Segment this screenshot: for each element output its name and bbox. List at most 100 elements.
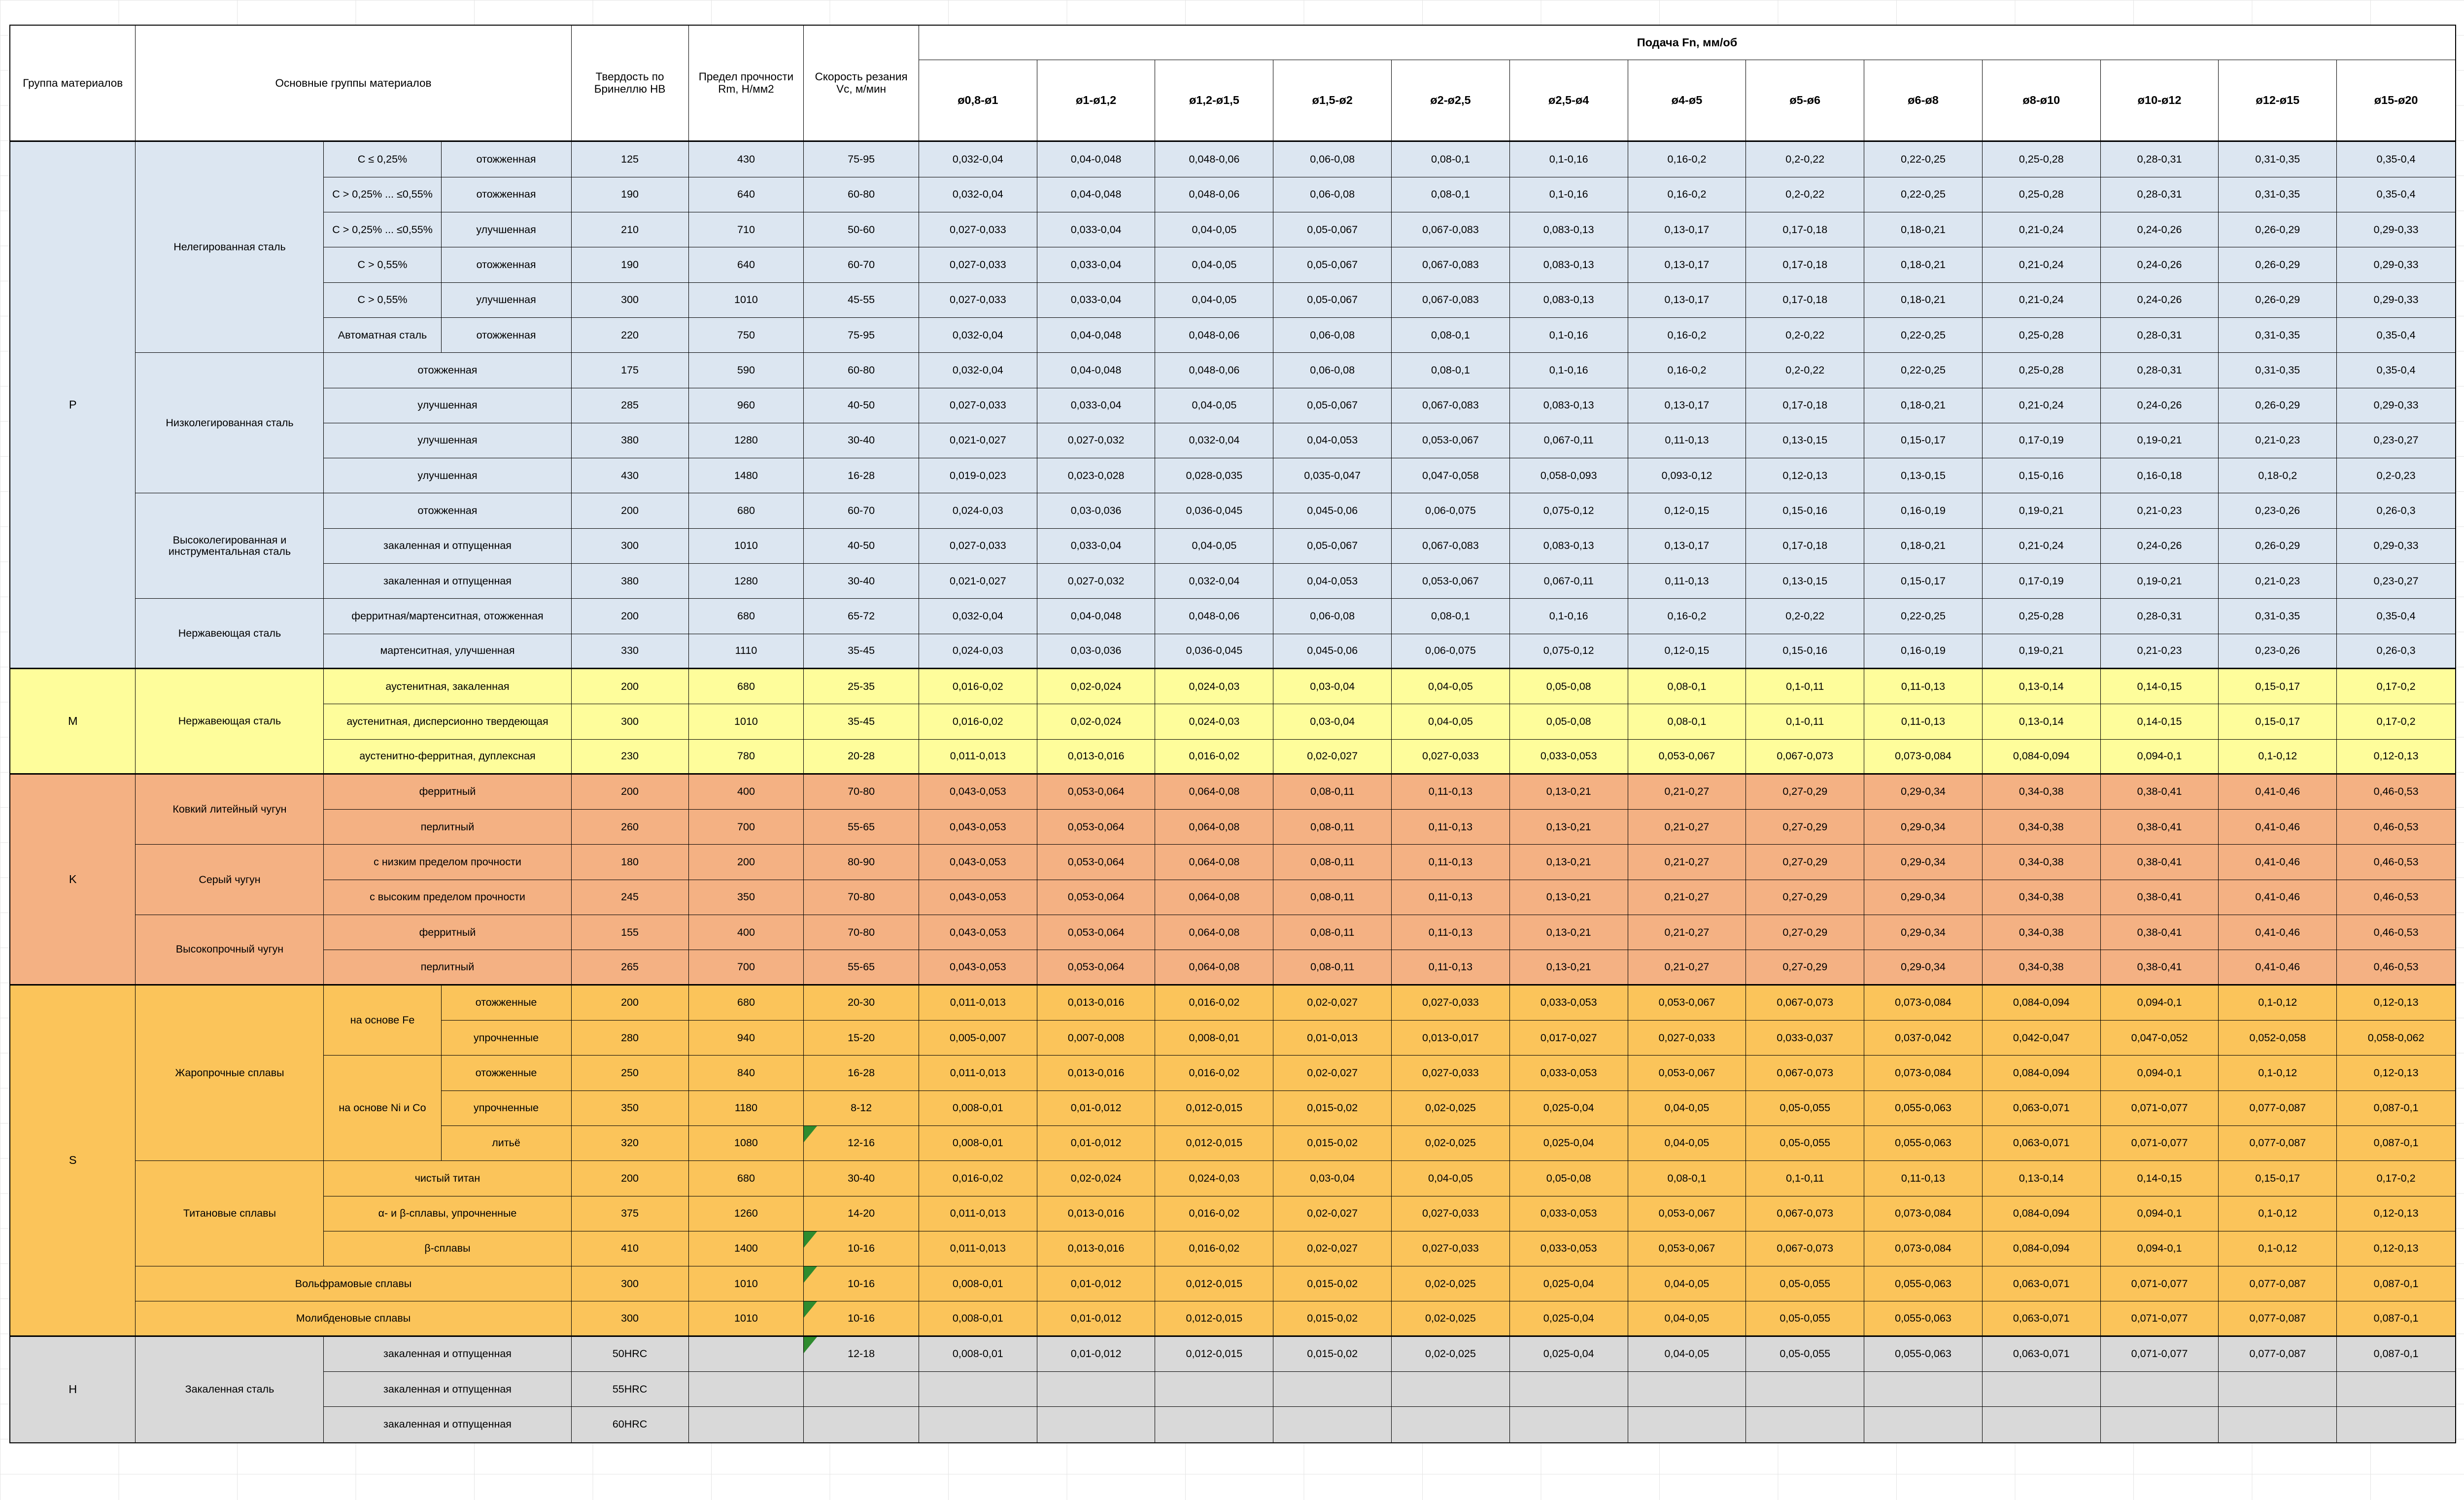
feed-cell[interactable] (1037, 1407, 1156, 1442)
state-cell[interactable]: с высоким пределом прочности (324, 880, 572, 916)
hb-cell[interactable]: 300 (571, 1266, 689, 1302)
feed-cell[interactable]: 0,071-0,077 (2100, 1091, 2219, 1126)
feed-cell[interactable]: 0,1-0,16 (1509, 353, 1628, 388)
feed-cell[interactable]: 0,032-0,04 (919, 599, 1037, 634)
feed-cell[interactable]: 0,033-0,053 (1509, 1231, 1628, 1267)
feed-cell[interactable]: 0,25-0,28 (1982, 353, 2101, 388)
material-sub-cell[interactable]: C > 0,55% (324, 282, 442, 318)
feed-cell[interactable]: 0,21-0,24 (1982, 247, 2101, 283)
feed-cell[interactable]: 0,011-0,013 (919, 1196, 1037, 1231)
vc-cell[interactable]: 25-35 (804, 669, 919, 705)
material-sub-cell[interactable]: C > 0,25% ... ≤0,55% (324, 212, 442, 248)
hb-cell[interactable]: 380 (571, 423, 689, 459)
feed-cell[interactable]: 0,053-0,064 (1037, 880, 1156, 916)
vc-cell[interactable]: 10-16 (804, 1231, 919, 1267)
vc-cell[interactable]: 30-40 (804, 1161, 919, 1196)
state-cell[interactable]: перлитный (324, 810, 572, 845)
feed-cell[interactable]: 0,04-0,048 (1037, 353, 1156, 388)
state-cell[interactable]: отожженные (441, 1056, 572, 1091)
feed-cell[interactable]: 0,25-0,28 (1982, 177, 2101, 213)
feed-cell[interactable]: 0,045-0,06 (1273, 493, 1392, 529)
feed-cell[interactable]: 0,28-0,31 (2100, 177, 2219, 213)
feed-cell[interactable]: 0,02-0,027 (1273, 1231, 1392, 1267)
feed-cell[interactable]: 0,12-0,13 (2337, 1056, 2455, 1091)
feed-cell[interactable]: 0,2-0,22 (1746, 599, 1865, 634)
feed-cell[interactable]: 0,04-0,05 (1628, 1301, 1746, 1337)
feed-cell[interactable]: 0,35-0,4 (2337, 142, 2455, 177)
feed-cell[interactable]: 0,24-0,26 (2100, 282, 2219, 318)
hb-cell[interactable]: 190 (571, 247, 689, 283)
feed-cell[interactable] (2100, 1372, 2219, 1407)
feed-cell[interactable]: 0,027-0,033 (1392, 1056, 1510, 1091)
feed-cell[interactable]: 0,024-0,03 (919, 634, 1037, 669)
material-sub-cell[interactable]: C > 0,55% (324, 247, 442, 283)
feed-cell[interactable]: 0,053-0,067 (1392, 423, 1510, 459)
feed-cell[interactable]: 0,016-0,02 (1155, 739, 1274, 775)
feed-cell[interactable]: 0,08-0,1 (1628, 704, 1746, 740)
feed-cell[interactable]: 0,1-0,16 (1509, 317, 1628, 353)
feed-cell[interactable]: 0,38-0,41 (2100, 950, 2219, 986)
material-name-cell[interactable]: Высоколегированная и инструментальная ст… (136, 493, 324, 599)
feed-cell[interactable] (1509, 1372, 1628, 1407)
rm-cell[interactable]: 1080 (688, 1125, 804, 1161)
feed-cell[interactable]: 0,2-0,22 (1746, 353, 1865, 388)
feed-cell[interactable]: 0,16-0,2 (1628, 353, 1746, 388)
feed-cell[interactable]: 0,053-0,067 (1628, 1056, 1746, 1091)
feed-cell[interactable]: 0,083-0,13 (1509, 212, 1628, 248)
feed-cell[interactable]: 0,048-0,06 (1155, 142, 1274, 177)
vc-cell[interactable]: 60-70 (804, 247, 919, 283)
feed-cell[interactable]: 0,38-0,41 (2100, 915, 2219, 951)
feed-cell[interactable]: 0,063-0,071 (1982, 1301, 2101, 1337)
feed-cell[interactable]: 0,27-0,29 (1746, 774, 1865, 810)
feed-cell[interactable]: 0,1-0,12 (2219, 1231, 2337, 1267)
material-name-cell[interactable]: Высокопрочный чугун (136, 915, 324, 986)
material-name-cell[interactable]: Нержавеющая сталь (136, 669, 324, 775)
feed-cell[interactable]: 0,46-0,53 (2337, 810, 2455, 845)
feed-cell[interactable]: 0,024-0,03 (1155, 704, 1274, 740)
feed-cell[interactable]: 0,005-0,007 (919, 1020, 1037, 1056)
feed-cell[interactable]: 0,26-0,29 (2219, 212, 2337, 248)
vc-cell[interactable]: 55-65 (804, 950, 919, 986)
header-feed-title[interactable]: Подача Fn, мм/об (919, 25, 2455, 60)
feed-cell[interactable]: 0,24-0,26 (2100, 388, 2219, 423)
state-cell[interactable]: отожженная (324, 353, 572, 388)
feed-cell[interactable]: 0,14-0,15 (2100, 704, 2219, 740)
feed-cell[interactable]: 0,08-0,1 (1392, 599, 1510, 634)
vc-cell[interactable]: 10-16 (804, 1301, 919, 1337)
state-cell[interactable]: отожженная (441, 142, 572, 177)
feed-cell[interactable]: 0,46-0,53 (2337, 950, 2455, 986)
hb-cell[interactable]: 125 (571, 142, 689, 177)
feed-cell[interactable]: 0,094-0,1 (2100, 1056, 2219, 1091)
feed-cell[interactable]: 0,21-0,24 (1982, 388, 2101, 423)
feed-cell[interactable]: 0,087-0,1 (2337, 1266, 2455, 1302)
feed-cell[interactable] (1509, 1407, 1628, 1442)
feed-cell[interactable]: 0,21-0,27 (1628, 880, 1746, 916)
feed-cell[interactable]: 0,11-0,13 (1392, 774, 1510, 810)
feed-cell[interactable]: 0,094-0,1 (2100, 985, 2219, 1021)
feed-cell[interactable]: 0,073-0,084 (1864, 739, 1983, 775)
feed-cell[interactable]: 0,21-0,27 (1628, 810, 1746, 845)
feed-cell[interactable]: 0,063-0,071 (1982, 1266, 2101, 1302)
material-sub-cell[interactable]: C ≤ 0,25% (324, 142, 442, 177)
feed-cell[interactable]: 0,11-0,13 (1392, 950, 1510, 986)
feed-cell[interactable]: 0,011-0,013 (919, 985, 1037, 1021)
feed-cell[interactable]: 0,077-0,087 (2219, 1091, 2337, 1126)
feed-cell[interactable]: 0,29-0,33 (2337, 247, 2455, 283)
state-cell[interactable]: ферритный (324, 915, 572, 951)
feed-cell[interactable]: 0,063-0,071 (1982, 1336, 2101, 1372)
feed-cell[interactable]: 0,06-0,08 (1273, 317, 1392, 353)
feed-cell[interactable]: 0,043-0,053 (919, 950, 1037, 986)
rm-cell[interactable]: 680 (688, 493, 804, 529)
feed-cell[interactable]: 0,077-0,087 (2219, 1266, 2337, 1302)
feed-cell[interactable]: 0,013-0,016 (1037, 739, 1156, 775)
header-diameter-range[interactable]: ø1-ø1,2 (1037, 60, 1156, 142)
state-cell[interactable]: закаленная и отпущенная (324, 1336, 572, 1372)
feed-cell[interactable]: 0,1-0,12 (2219, 985, 2337, 1021)
feed-cell[interactable]: 0,26-0,3 (2337, 493, 2455, 529)
feed-cell[interactable]: 0,28-0,31 (2100, 599, 2219, 634)
feed-cell[interactable]: 0,15-0,17 (2219, 704, 2337, 740)
state-cell[interactable]: аустенитная, закаленная (324, 669, 572, 705)
feed-cell[interactable]: 0,41-0,46 (2219, 810, 2337, 845)
header-diameter-range[interactable]: ø2-ø2,5 (1392, 60, 1510, 142)
feed-cell[interactable]: 0,04-0,048 (1037, 599, 1156, 634)
